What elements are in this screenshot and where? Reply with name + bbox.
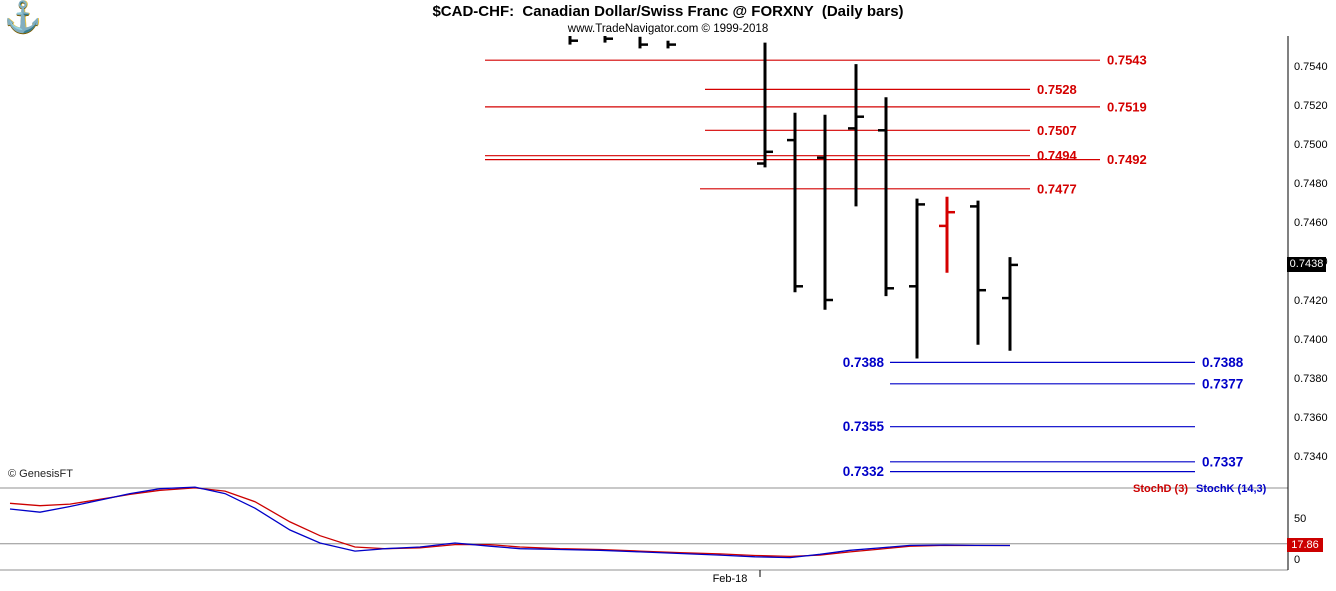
resistance-price-label: 0.7477 — [1037, 181, 1077, 196]
stochd-legend-label: StochD (3) — [1133, 483, 1188, 495]
support-price-label-left: 0.7355 — [843, 419, 885, 434]
stoch-axis-tick-50: 50 — [1294, 513, 1307, 525]
resistance-price-label: 0.7507 — [1037, 123, 1077, 138]
price-axis-tick-label: 0.7520 — [1294, 100, 1328, 112]
stoch-last-value-badge: 17.86 — [1287, 538, 1323, 552]
last-price-badge: 0.7438 — [1287, 257, 1326, 272]
support-price-label-right: 0.7337 — [1202, 454, 1243, 469]
stoch-axis-tick-0: 0 — [1294, 554, 1301, 566]
support-price-label-left: 0.7388 — [843, 355, 885, 370]
price-axis-tick-label: 0.7460 — [1294, 217, 1328, 229]
resistance-price-label: 0.7543 — [1107, 53, 1147, 68]
chart-title: $CAD-CHF: Canadian Dollar/Swiss Franc @ … — [432, 3, 904, 20]
resistance-price-label: 0.7494 — [1037, 148, 1078, 163]
stochk-line — [9, 486, 1011, 559]
resistance-price-label: 0.7519 — [1107, 99, 1147, 114]
resistance-price-label: 0.7492 — [1107, 152, 1147, 167]
price-axis-tick-label: 0.7420 — [1294, 295, 1328, 307]
genesis-logo: ⚓ — [4, 0, 41, 35]
support-price-label-left: 0.7332 — [843, 464, 884, 479]
support-price-label-right: 0.7388 — [1202, 355, 1244, 370]
resistance-price-label: 0.7528 — [1037, 82, 1077, 97]
support-price-label-right: 0.7377 — [1202, 376, 1243, 391]
price-axis-tick-label: 0.7360 — [1294, 412, 1328, 424]
price-axis-tick-label: 0.7500 — [1294, 139, 1328, 151]
chart-copyright-subtitle: www.TradeNavigator.com © 1999-2018 — [567, 23, 769, 35]
price-axis-tick-label: 0.7380 — [1294, 373, 1328, 385]
price-axis-tick-label: 0.7480 — [1294, 178, 1328, 190]
price-axis-tick-label: 0.7340 — [1294, 451, 1328, 463]
genesisft-watermark: © GenesisFT — [8, 468, 73, 480]
anchor-icon: ⚓ — [4, 1, 42, 34]
date-axis-label: Feb-18 — [712, 573, 748, 585]
stochd-line — [9, 487, 1010, 558]
price-axis-tick-label: 0.7540 — [1294, 61, 1328, 73]
stochk-legend-label: StochK (14,3) — [1196, 483, 1267, 495]
price-axis-tick-label: 0.7400 — [1294, 334, 1328, 346]
